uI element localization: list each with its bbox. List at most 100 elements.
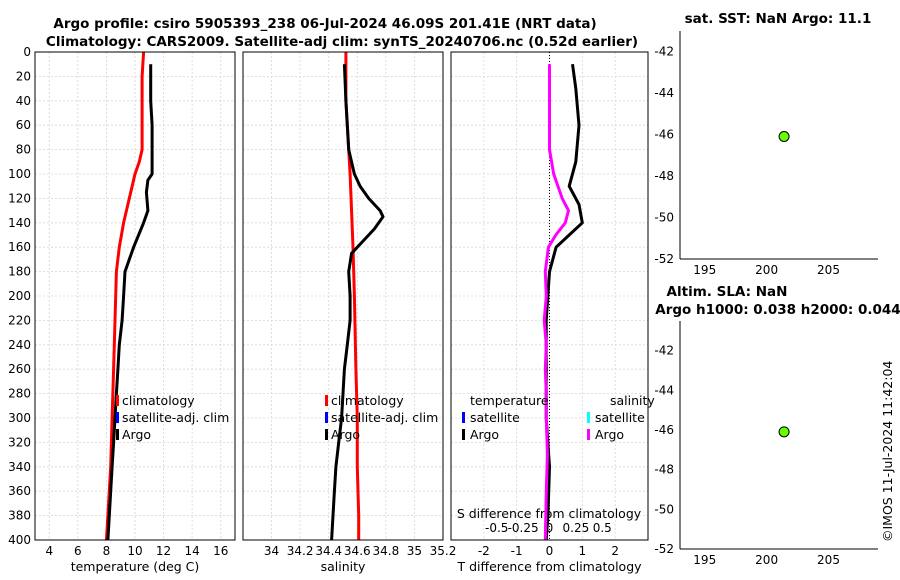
footer-timestamp: ©IMOS 11-Jul-2024 11:42:04 (880, 361, 895, 542)
x-tick-label: 12 (156, 544, 171, 558)
y-tick-label: 80 (16, 143, 31, 157)
y-tick-label: 380 (8, 509, 31, 523)
y-tick-label: 240 (8, 338, 31, 352)
map-y-tick-label: -48 (654, 169, 674, 183)
sst-map-panel: -42 -44 -46 -48 -50 -52 195 200 205 (654, 31, 878, 277)
s-tick-label: -0.5 (485, 521, 508, 535)
sst-map-title: sat. SST: NaN Argo: 11.1 (685, 11, 872, 27)
s-tick-label: -0.25 (508, 521, 539, 535)
salinity-panel: 34 34.2 34.4 34.6 34.8 35 35.2 salinity climatol… (242, 51, 457, 574)
map-y-tick-label: -44 (654, 383, 674, 397)
map-y-tick-label: -52 (654, 542, 674, 556)
axes-frame (34, 51, 236, 541)
x-tick-label: 35 (407, 544, 422, 558)
y-tick-label: 280 (8, 387, 31, 401)
y-tick-label: 340 (8, 460, 31, 474)
map-y-tick-label: -50 (654, 211, 674, 225)
y-tick-label: 20 (16, 69, 31, 83)
y-tick-label: 260 (8, 362, 31, 376)
x-tick-label: 34.8 (372, 544, 399, 558)
legend-swatch (587, 412, 590, 423)
x-tick-label: 35.2 (430, 544, 457, 558)
x-tick-label: -1 (511, 544, 523, 558)
series-line-argo (330, 64, 385, 541)
legend-swatch (462, 429, 465, 440)
argo-location-point (778, 426, 790, 438)
legend-label: climatology (122, 393, 195, 408)
map-x-tick-label: 200 (755, 553, 778, 567)
x-tick-label: 2 (611, 544, 619, 558)
x-tick-label: 14 (185, 544, 200, 558)
legend-swatch (325, 395, 328, 406)
legend-swatch (116, 429, 119, 440)
x-tick-label: 34.4 (315, 544, 342, 558)
altim-map-panel: -42 -44 -46 -48 -50 -52 195 200 205 (654, 321, 878, 567)
legend-swatch (587, 429, 590, 440)
series-line-climatology (104, 51, 146, 541)
y-tick-label: 100 (8, 167, 31, 181)
y-tick-label: 40 (16, 94, 31, 108)
legend-label: Argo (122, 427, 151, 442)
map-y-tick-label: -42 (654, 344, 674, 358)
x-axis-label: T difference from climatology (456, 559, 642, 574)
argo-location-point (778, 131, 790, 143)
y-tick-label: 0 (23, 45, 31, 59)
legend-swatch (325, 412, 328, 423)
title-line-2: Climatology: CARS2009. Satellite-adj cli… (46, 34, 638, 50)
axes-frame (242, 51, 444, 541)
series-line-argo (106, 64, 154, 541)
x-tick-label: 34 (264, 544, 279, 558)
y-tick-label: 140 (8, 216, 31, 230)
x-tick-label: 34.6 (344, 544, 371, 558)
y-tick-label: 300 (8, 411, 31, 425)
y-tick-label: 180 (8, 265, 31, 279)
y-tick-label: 400 (8, 533, 31, 547)
legend-label: satellite-adj. clim (122, 410, 229, 425)
y-tick-label: 200 (8, 289, 31, 303)
map-y-tick-label: -46 (654, 128, 674, 142)
y-tick-label: 220 (8, 313, 31, 327)
series-line-s-diff-argo (542, 64, 570, 541)
legend-label: satellite (470, 410, 520, 425)
x-axis-label: temperature (deg C) (71, 559, 200, 574)
legend-label: Argo (595, 427, 624, 442)
legend-title-salinity: salinity (610, 393, 655, 408)
series-line-t-diff-argo (544, 63, 584, 541)
difference-panel: -2 -1 0 1 2-0.5 -0.25 0 0.25 0.5S difference fro… (450, 51, 655, 574)
s-tick-label: 0.5 (593, 521, 612, 535)
temperature-panel: 4 6 8 10 12 14 1602040608010012014016018020022… (8, 45, 236, 574)
map-y-tick-label: -50 (654, 502, 674, 516)
title-line-1: Argo profile: csiro 5905393_238 06-Jul-2… (53, 16, 596, 32)
x-tick-label: 6 (74, 544, 82, 558)
map-x-tick-label: 195 (693, 553, 716, 567)
map-x-tick-label: 195 (693, 263, 716, 277)
legend-swatch (116, 412, 119, 423)
map-y-tick-label: -48 (654, 463, 674, 477)
legend-swatch (325, 429, 328, 440)
legend-label: climatology (331, 393, 404, 408)
map-y-tick-label: -44 (654, 86, 674, 100)
x-tick-label: 34.2 (287, 544, 314, 558)
map-x-tick-label: 200 (755, 263, 778, 277)
y-tick-label: 120 (8, 191, 31, 205)
map-y-tick-label: -46 (654, 423, 674, 437)
x-axis-label: salinity (321, 559, 366, 574)
x-tick-label: 0 (546, 544, 554, 558)
y-tick-label: 160 (8, 240, 31, 254)
x-tick-label: -2 (478, 544, 490, 558)
x-tick-label: 16 (213, 544, 228, 558)
altim-map-title: Altim. SLA: NaN (667, 284, 788, 300)
legend-label: Argo (470, 427, 499, 442)
map-y-tick-label: -42 (654, 45, 674, 59)
x-tick-label: 1 (579, 544, 587, 558)
legend-label: satellite-adj. clim (331, 410, 438, 425)
map-y-tick-label: -52 (654, 252, 674, 266)
y-tick-label: 60 (16, 118, 31, 132)
map-x-tick-label: 205 (817, 553, 840, 567)
x-tick-label: 10 (127, 544, 142, 558)
s-tick-label: 0.25 (563, 521, 590, 535)
legend-swatch (116, 395, 119, 406)
legend-swatch (462, 412, 465, 423)
